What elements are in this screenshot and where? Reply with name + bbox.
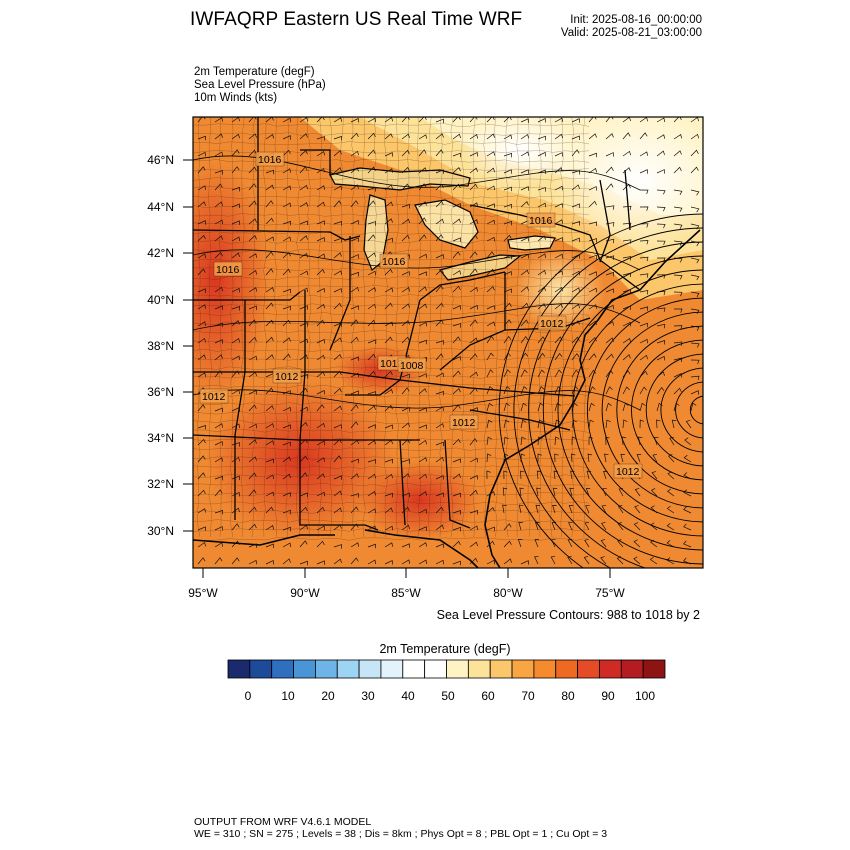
field-winds: 10m Winds (kts) — [194, 92, 278, 104]
colorbar-tick: 0 — [244, 689, 252, 703]
field-list: 2m Temperature (degF) Sea Level Pressure… — [194, 66, 326, 105]
map-frame — [192, 116, 704, 569]
lat-label-30: 30°N — [147, 524, 174, 538]
lat-label-44: 44°N — [147, 200, 174, 214]
colorbar-tick: 50 — [441, 689, 455, 703]
contour-label: 1012 — [613, 463, 643, 479]
svg-text:1012: 1012 — [540, 318, 564, 330]
map-field-area — [193, 117, 703, 568]
colorbar-swatch — [424, 659, 447, 679]
colorbar-swatch — [271, 659, 294, 679]
atlantic-coastline — [484, 229, 701, 568]
colorbar-swatch — [555, 659, 579, 679]
colorbar-swatch — [620, 659, 644, 679]
colorbar-tick: 40 — [401, 689, 415, 703]
colorbar-swatch — [642, 659, 666, 679]
svg-text:1012: 1012 — [452, 417, 476, 429]
gulf-coastline — [364, 529, 479, 568]
field-pressure: Sea Level Pressure (hPa) — [194, 79, 326, 91]
temperature-zone-cool — [460, 117, 580, 185]
colorbar-swatch — [314, 659, 338, 679]
pressure-contours — [193, 155, 703, 568]
run-info: Init: 2025-08-16_00:00:00 Valid: 2025-08… — [561, 14, 702, 40]
valid-time: Valid: 2025-08-21_03:00:00 — [560, 27, 702, 39]
field-temperature: 2m Temperature (degF) — [194, 66, 315, 78]
lake-ontario — [507, 235, 556, 251]
colorbar-swatch — [511, 659, 535, 679]
contour-label: 1012 — [272, 368, 302, 384]
gulf-coastline-west — [193, 534, 335, 546]
model-footer: OUTPUT FROM WRF V4.6.1 MODEL WE = 310 ; … — [194, 816, 607, 840]
svg-text:1008: 1008 — [400, 360, 424, 372]
contour-label: 1016 — [213, 261, 243, 277]
colorbar-swatch — [467, 659, 491, 679]
svg-text:1016: 1016 — [258, 154, 282, 166]
colorbar-swatch — [533, 659, 557, 679]
contour-label: 1012 — [199, 388, 229, 404]
colorbar-tick: 10 — [281, 689, 295, 703]
colorbar-title: 2m Temperature (degF) — [379, 642, 511, 656]
lake-erie — [438, 254, 522, 281]
map-title: IWFAQRP Eastern US Real Time WRF — [190, 9, 523, 30]
contour-label: 1012 — [537, 315, 567, 331]
colorbar-swatch — [577, 659, 600, 679]
contour-label: 1016 — [526, 212, 556, 228]
colorbar-tick: 70 — [521, 689, 535, 703]
temperature-zone-plains-hot — [193, 160, 270, 400]
colorbar-swatch — [293, 659, 316, 679]
lon-label-80: 80°W — [493, 586, 523, 600]
colorbar-swatch — [358, 659, 382, 679]
colorbar-swatch — [380, 659, 404, 679]
contour-label: 1016 — [255, 151, 285, 167]
lat-label-32: 32°N — [147, 477, 174, 491]
svg-text:1016: 1016 — [216, 264, 240, 276]
temperature-zone-georgia-hot — [360, 460, 480, 540]
init-time: Init: 2025-08-16_00:00:00 — [570, 14, 702, 26]
colorbar-swatch — [249, 659, 273, 679]
svg-text:1016: 1016 — [382, 256, 406, 268]
lon-label-85: 85°W — [391, 586, 421, 600]
colorbar-swatch — [336, 659, 360, 679]
colorbar — [227, 659, 666, 679]
lat-label-46: 46°N — [147, 153, 174, 167]
footer-config: WE = 310 ; SN = 275 ; Levels = 38 ; Dis … — [194, 828, 608, 840]
lon-label-90: 90°W — [290, 586, 320, 600]
lake-huron — [414, 199, 479, 249]
footer-model: OUTPUT FROM WRF V4.6.1 MODEL — [194, 816, 372, 828]
axis-ticks — [183, 159, 611, 578]
colorbar-swatch — [227, 659, 251, 679]
lat-label-36: 36°N — [147, 385, 174, 399]
colorbar-tick: 60 — [481, 689, 495, 703]
colorbar-tick: 20 — [321, 689, 335, 703]
lon-label-95: 95°W — [188, 586, 218, 600]
lat-label-40: 40°N — [147, 293, 174, 307]
svg-text:1012: 1012 — [616, 466, 640, 478]
contour-label: 1016 — [379, 253, 409, 269]
lat-label-34: 34°N — [147, 431, 174, 445]
contour-label: 1012 — [449, 414, 479, 430]
lat-label-38: 38°N — [147, 339, 174, 353]
colorbar-swatch — [446, 659, 469, 679]
svg-text:1016: 1016 — [529, 215, 553, 227]
svg-text:1012: 1012 — [202, 391, 226, 403]
colorbar-tick: 100 — [634, 689, 656, 703]
colorbar-tick: 80 — [561, 689, 575, 703]
lat-label-42: 42°N — [147, 246, 174, 260]
colorbar-tick: 90 — [601, 689, 615, 703]
svg-text:1012: 1012 — [380, 358, 404, 370]
colorbar-tick: 30 — [361, 689, 375, 703]
contour-label-group: 1016 1016 1016 1016 1012 1012 1012 1012 1012 1012… — [199, 151, 643, 479]
svg-text:1012: 1012 — [275, 371, 299, 383]
colorbar-swatch — [599, 659, 622, 679]
lon-label-75: 75°W — [595, 586, 625, 600]
colorbar-swatch — [489, 659, 513, 679]
colorbar-swatch — [402, 659, 426, 679]
contour-label: 1008 — [397, 357, 427, 373]
contour-note: Sea Level Pressure Contours: 988 to 1018… — [436, 608, 700, 622]
